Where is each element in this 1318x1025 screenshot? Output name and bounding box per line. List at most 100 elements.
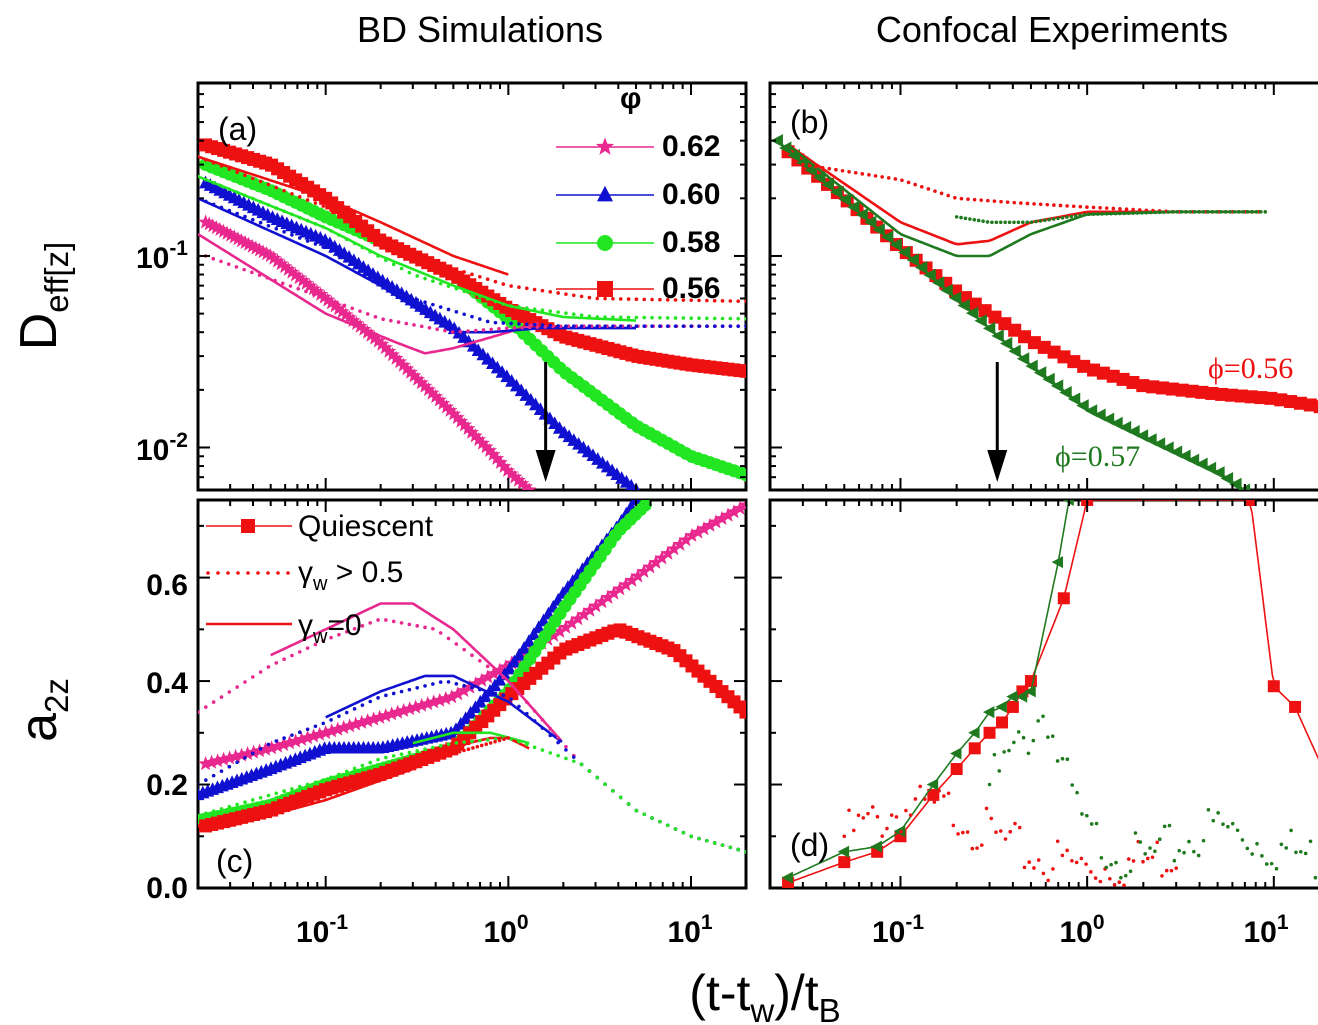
dot-point — [305, 198, 310, 202]
dot-point — [399, 266, 404, 271]
dot-point — [1187, 839, 1191, 844]
dot-point — [501, 675, 506, 680]
dot-point — [820, 165, 825, 170]
dot-point — [1032, 202, 1036, 206]
dot-point — [478, 738, 482, 743]
dot-point — [290, 787, 294, 791]
dot-point — [313, 222, 318, 226]
dot-point — [942, 794, 946, 798]
legend-dot — [276, 571, 280, 575]
dot-point — [415, 274, 420, 278]
dot-point — [1074, 860, 1079, 865]
dot-point — [1308, 839, 1313, 844]
dot-point — [235, 211, 239, 216]
dot-point — [297, 236, 302, 240]
marker-star — [234, 747, 249, 762]
dot-point — [198, 710, 200, 714]
dot-point — [900, 178, 904, 183]
dot-point — [939, 191, 944, 196]
marker-star — [442, 402, 458, 417]
marker-triangle — [537, 613, 551, 627]
dot-point — [454, 741, 459, 745]
dot-point — [1091, 212, 1096, 216]
marker-star — [334, 304, 350, 319]
dot-point — [304, 289, 308, 294]
marker-triangle — [517, 641, 531, 654]
dot-point — [1219, 210, 1223, 214]
marker-square — [1224, 388, 1238, 402]
dot-point — [1284, 846, 1289, 850]
dot-point — [642, 315, 647, 320]
dot-point — [258, 810, 262, 815]
dot-point — [1250, 852, 1254, 856]
dot-point — [1034, 219, 1038, 224]
left-column-title: BD Simulations — [357, 9, 603, 50]
marker-star — [288, 267, 303, 282]
dot-point — [618, 795, 623, 800]
marker-star — [432, 692, 448, 707]
legend-marker-square — [241, 519, 255, 533]
marker-square — [1244, 500, 1257, 506]
dot-point — [324, 792, 329, 797]
marker-star — [306, 728, 322, 743]
marker-star — [564, 615, 580, 630]
dot-point — [373, 315, 378, 319]
dot-point — [485, 664, 490, 669]
marker-star — [282, 735, 297, 750]
marker-square — [968, 297, 982, 311]
dot-point — [1192, 849, 1196, 854]
marker-square — [1303, 398, 1317, 412]
dot-point — [415, 685, 420, 690]
marker-square — [1156, 381, 1170, 395]
dot-point — [1041, 714, 1045, 719]
dot-point — [959, 196, 964, 201]
marker-square — [1057, 592, 1070, 605]
dot-point — [1109, 211, 1113, 216]
marker-star — [298, 275, 314, 290]
dot-point — [243, 755, 247, 760]
dot-point — [478, 658, 482, 663]
dot-point — [305, 646, 310, 650]
marker-star — [636, 563, 652, 578]
marker-ltri — [999, 337, 1013, 351]
marker-square — [1254, 391, 1268, 405]
dot-point — [1188, 210, 1193, 214]
dot-point — [227, 208, 232, 213]
dot-point — [235, 170, 239, 174]
dot-point — [266, 203, 271, 207]
panel-d-series-gamma_gt_0.5-0.56 — [842, 784, 1179, 888]
marker-ltri — [1178, 449, 1191, 463]
dot-point — [274, 791, 279, 796]
dot-point — [458, 329, 463, 334]
marker-star — [511, 472, 526, 487]
dot-point — [274, 661, 279, 665]
dot-point — [211, 181, 216, 185]
panel-b-series-gamma0-0.57 — [787, 143, 1263, 258]
dot-point — [658, 297, 662, 302]
dot-point — [1071, 204, 1076, 209]
dot-point — [611, 315, 615, 320]
dot-point — [1166, 210, 1171, 214]
dot-point — [368, 621, 373, 625]
marker-star — [378, 708, 394, 723]
marker-star — [478, 439, 494, 454]
dot-point — [236, 815, 240, 820]
dot-point — [407, 622, 412, 627]
dot-point — [337, 212, 341, 217]
dot-point — [1070, 859, 1074, 863]
dot-point — [1118, 207, 1122, 211]
dot-point — [446, 307, 451, 312]
marker-star — [438, 691, 454, 706]
marker-square — [996, 716, 1009, 729]
dot-point — [412, 323, 416, 327]
marker-star — [428, 388, 444, 403]
y-axis-label-top: Deff[z] — [10, 242, 75, 351]
marker-star — [413, 375, 429, 390]
dot-point — [485, 689, 490, 694]
dot-point — [1091, 205, 1096, 210]
dot-point — [444, 753, 449, 758]
dot-point — [880, 175, 884, 179]
dot-point — [860, 172, 865, 176]
dot-point — [736, 316, 740, 321]
dot-point — [352, 766, 357, 771]
